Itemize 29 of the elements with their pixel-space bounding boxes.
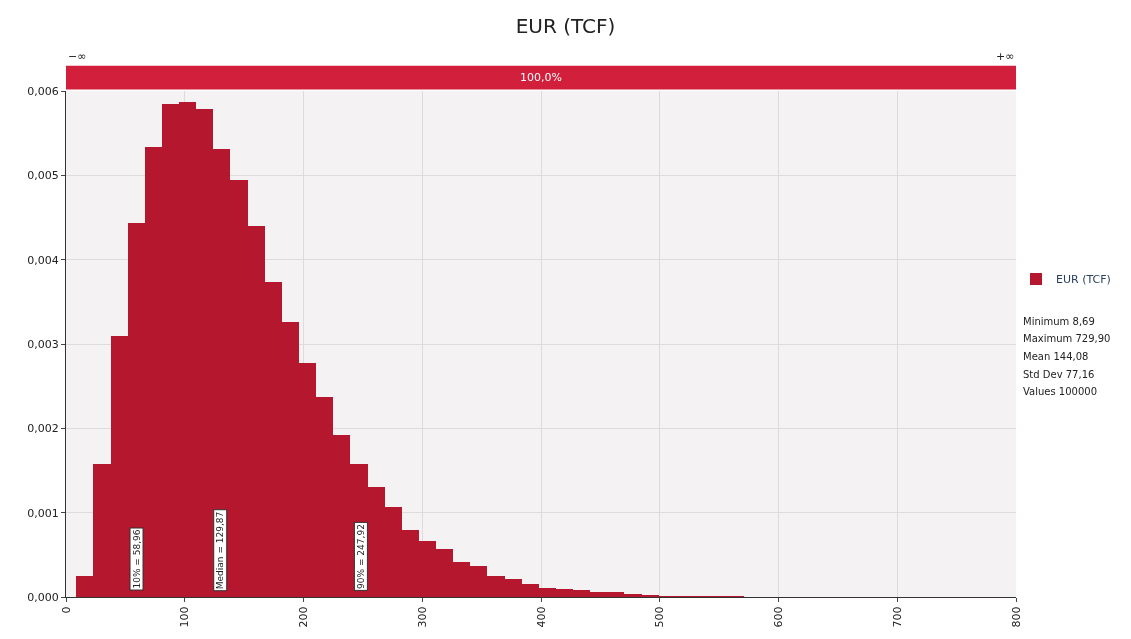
x-tick-label: 100 [178,606,192,628]
x-tick-label: 400 [534,606,548,628]
x-tick-label: 300 [415,606,429,628]
x-tick-label: 500 [653,606,667,628]
annotation: Median = 129,87 [215,511,226,590]
x-tick-label: 600 [772,606,786,628]
annotation: 10% = 58,96 [131,529,142,589]
y-tick-label: 0,003 [27,337,59,351]
x-tick-label: 0 [59,606,73,614]
text: Values 100000 [1023,386,1098,397]
y-tick-label: 0,002 [27,422,59,436]
text: −∞ [68,50,87,63]
y-tick-label: 0,000 [27,590,59,604]
text: Std Dev 77,16 [1023,369,1095,380]
legend-label: EUR (TCF) [1056,273,1111,287]
y-tick-label: 0,006 [27,84,59,98]
text: +∞ [996,50,1015,63]
chart-title: EUR (TCF) [515,14,616,39]
band-label: 100,0% [520,71,562,84]
x-tick-label: 200 [297,606,311,628]
x-tick-label: 800 [1009,606,1023,628]
text: Maximum 729,90 [1023,333,1111,344]
y-tick-label: 0,001 [27,506,59,520]
y-tick-label: 0,005 [27,169,59,183]
text: Mean 144,08 [1023,351,1089,362]
x-tick-label: 700 [890,606,904,628]
text: Minimum 8,69 [1023,316,1095,327]
y-tick-label: 0,004 [27,253,59,267]
annotation: 90% = 247,92 [355,524,366,589]
